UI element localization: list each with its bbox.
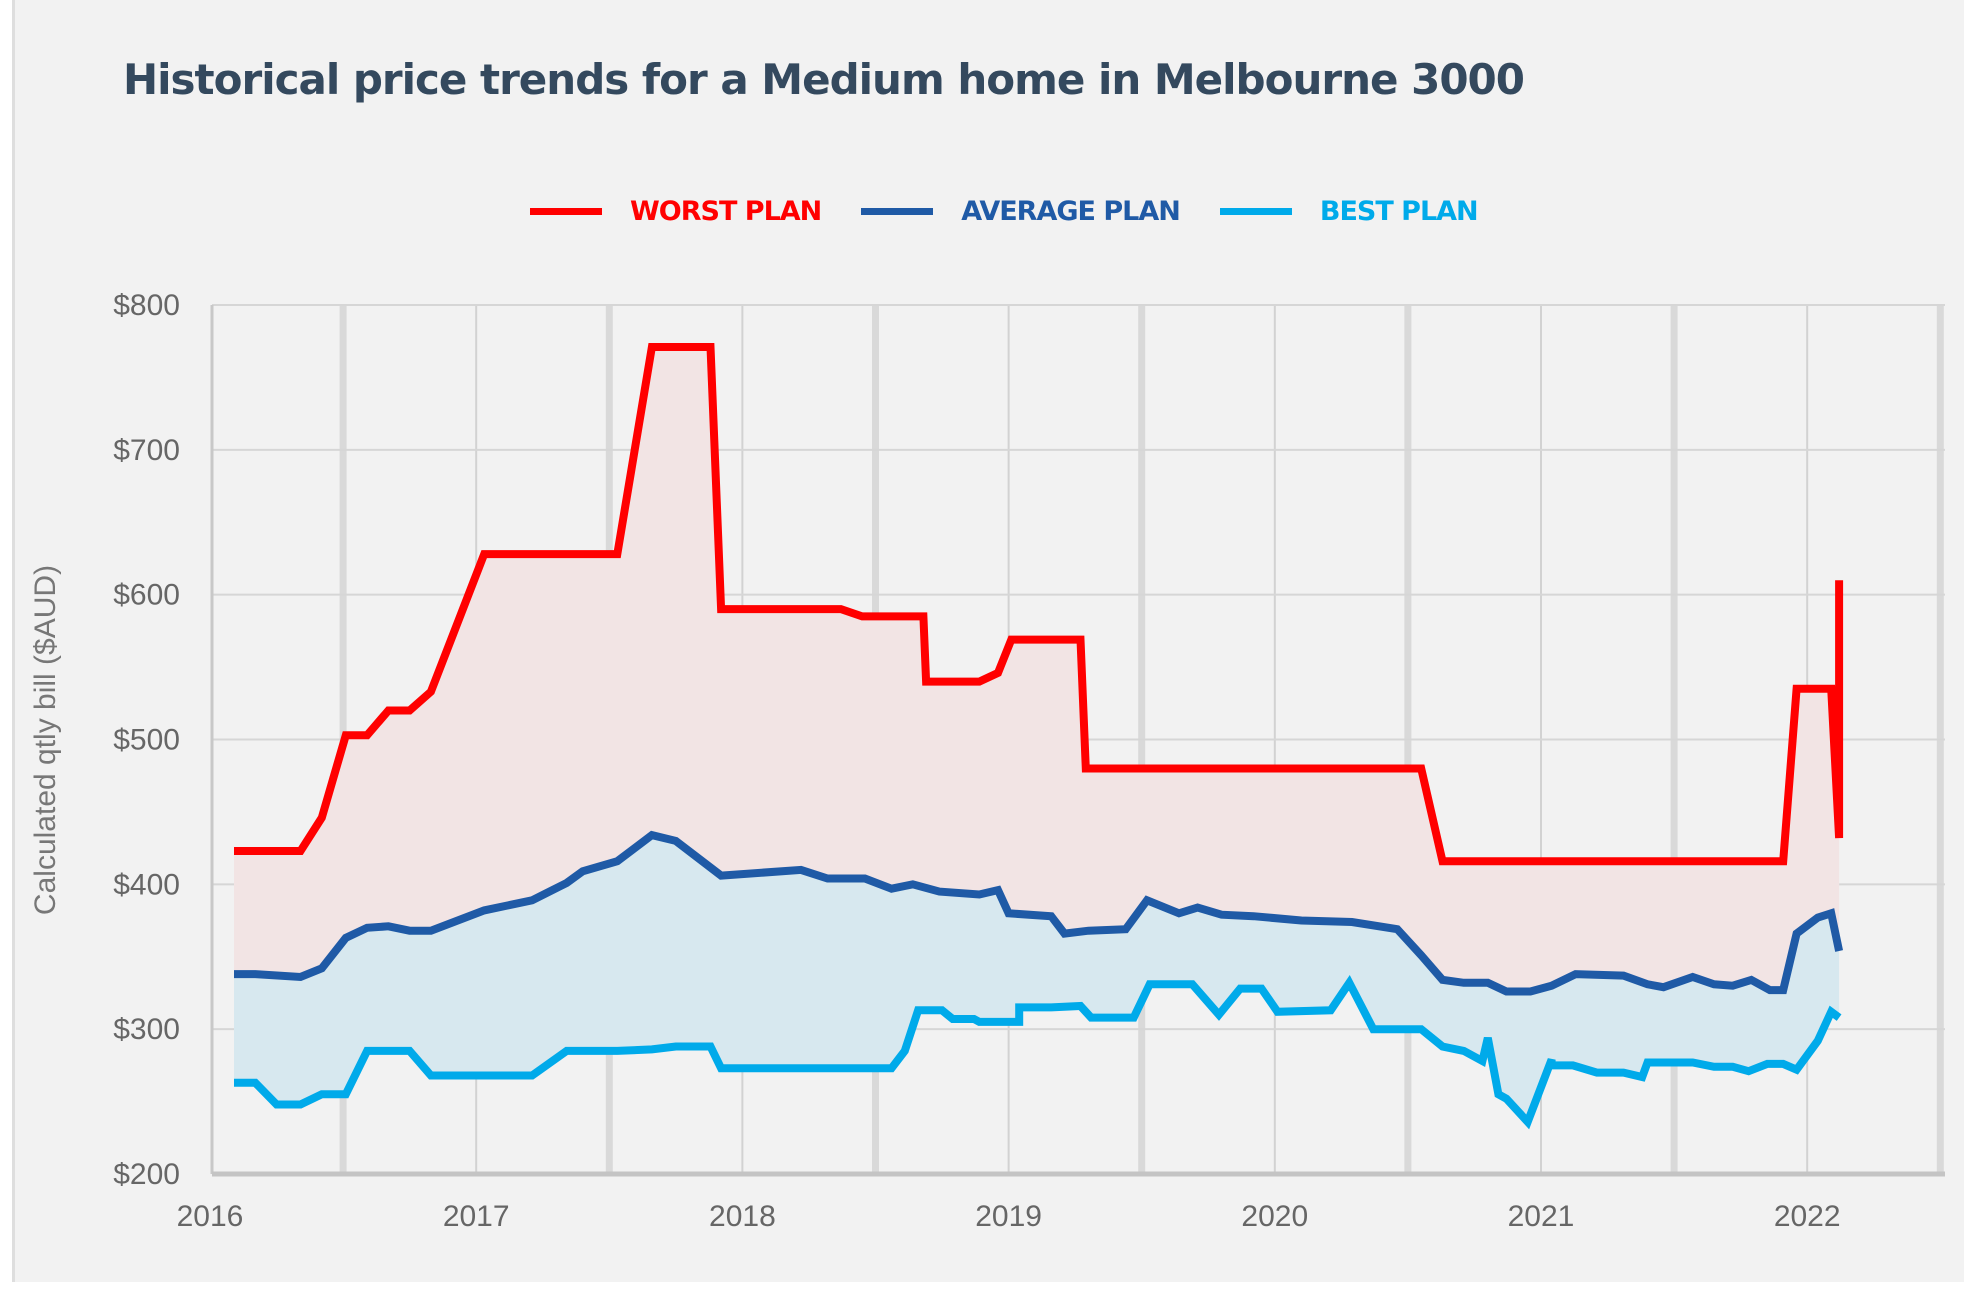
y-tick-label: $300	[113, 1013, 180, 1046]
y-tick-label: $800	[113, 289, 180, 322]
x-tick-label: 2019	[975, 1200, 1042, 1233]
x-tick-label: 2017	[443, 1200, 510, 1233]
chart-title: Historical price trends for a Medium hom…	[123, 55, 1525, 104]
area-fills	[234, 347, 1840, 1122]
legend-label-worst: WORST PLAN	[630, 196, 822, 227]
legend-swatch-best	[1219, 208, 1292, 215]
x-tick-label: 2021	[1508, 1200, 1575, 1233]
series-line-best-plan	[234, 974, 1842, 1130]
y-tick-label: $200	[113, 1158, 180, 1191]
area-worst-average	[234, 347, 1840, 992]
legend-label-best: BEST PLAN	[1319, 196, 1479, 227]
series-line-average-plan	[234, 830, 1844, 996]
y-tick-label: $400	[113, 868, 180, 901]
y-axis-label: Calculated qtly bill ($AUD)	[29, 565, 62, 915]
legend-item-average[interactable]: AVERAGE PLAN	[861, 196, 1181, 227]
legend-swatch-worst	[530, 208, 602, 215]
x-tick-label: 2020	[1241, 1200, 1308, 1233]
series-line-worst-plan	[234, 343, 1844, 866]
legend-item-worst[interactable]: WORST PLAN	[530, 196, 822, 227]
area-average-best	[234, 835, 1840, 1122]
y-tick-label: $700	[113, 434, 180, 467]
legend: WORST PLAN AVERAGE PLAN BEST PLAN	[530, 196, 1518, 227]
axes: $200 $300 $400 $500 $600 $700 $800 2016 2017 2018…	[113, 289, 1945, 1233]
x-tick-label: 2022	[1774, 1200, 1841, 1233]
legend-swatch-average	[861, 208, 934, 215]
x-tick-label: 2018	[709, 1200, 776, 1233]
y-tick-label: $600	[113, 579, 180, 612]
legend-item-best[interactable]: BEST PLAN	[1219, 196, 1479, 227]
series-lines	[234, 343, 1844, 1130]
legend-label-average: AVERAGE PLAN	[961, 196, 1181, 227]
y-tick-label: $500	[113, 724, 180, 757]
x-tick-label: 2016	[177, 1200, 244, 1233]
